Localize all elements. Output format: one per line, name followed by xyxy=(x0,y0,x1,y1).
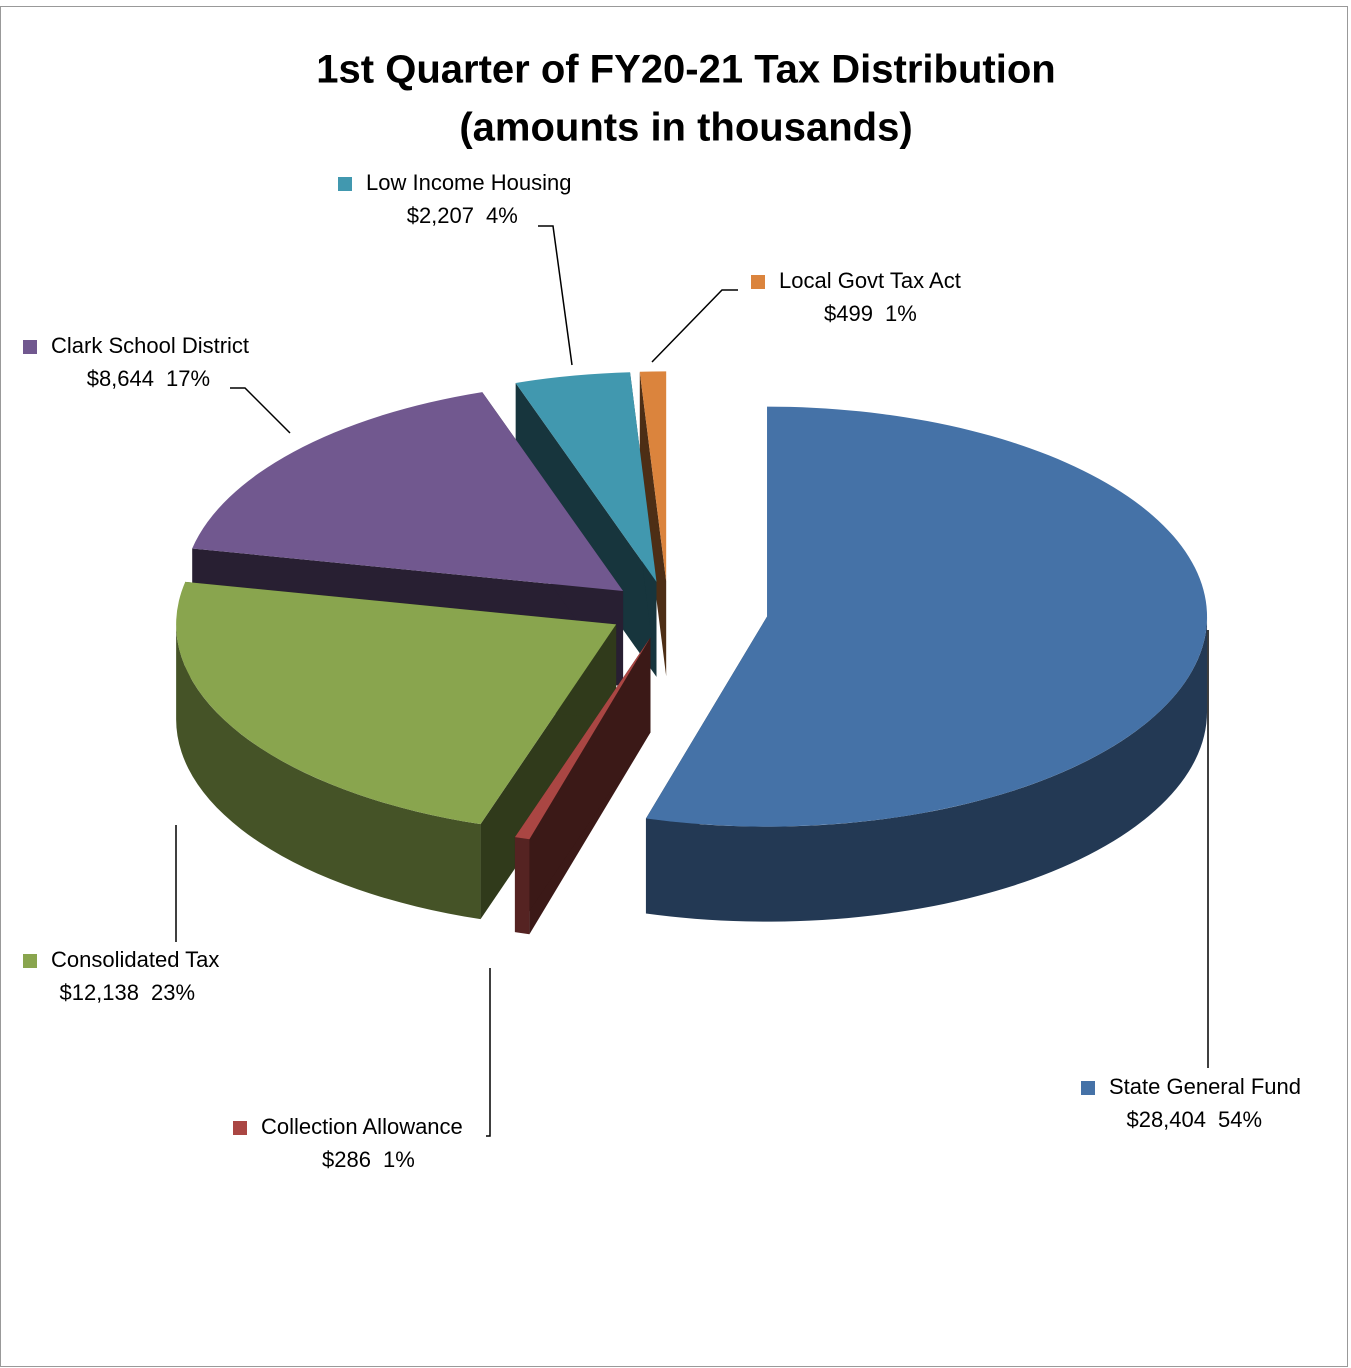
slice xyxy=(514,637,651,840)
slice-rim xyxy=(176,624,481,920)
data-label-percent: 4% xyxy=(486,203,518,228)
chart-title: 1st Quarter of FY20-21 Tax Distribution xyxy=(316,48,1055,92)
slice xyxy=(176,581,617,825)
slice-side xyxy=(639,371,667,677)
leader-line xyxy=(538,225,573,366)
legend-swatch xyxy=(23,954,37,968)
data-label-value: $499 xyxy=(824,301,873,326)
data-label-name: Local Govt Tax Act xyxy=(779,268,961,293)
slice-side xyxy=(514,637,651,933)
data-label-percent: 1% xyxy=(383,1147,415,1172)
data-label-percent: 1% xyxy=(885,301,917,326)
data-label-percent: 17% xyxy=(166,366,210,391)
legend-swatch xyxy=(233,1121,247,1135)
data-label-percent: 54% xyxy=(1218,1107,1262,1132)
slice xyxy=(192,392,624,592)
data-label-name: Low Income Housing xyxy=(366,170,571,195)
slice-rim xyxy=(514,837,530,935)
slice xyxy=(515,372,657,582)
slice-rim xyxy=(645,616,1208,922)
leader-line xyxy=(230,387,291,434)
legend-swatch xyxy=(751,275,765,289)
data-label-percent: 23% xyxy=(151,980,195,1005)
slice xyxy=(639,371,667,582)
leader-line xyxy=(486,968,491,1137)
chart-subtitle: (amounts in thousands) xyxy=(459,106,912,150)
data-label-value: $8,644 xyxy=(87,366,154,391)
data-label-value: $12,138 xyxy=(59,980,139,1005)
slice xyxy=(645,406,1208,827)
leader-line xyxy=(651,289,738,363)
legend-swatch xyxy=(23,340,37,354)
legend-swatch xyxy=(338,177,352,191)
data-label-name: State General Fund xyxy=(1109,1074,1301,1099)
data-label-value: $286 xyxy=(322,1147,371,1172)
legend-swatch xyxy=(1081,1081,1095,1095)
data-label-name: Collection Allowance xyxy=(261,1114,463,1139)
data-label-name: Clark School District xyxy=(51,333,249,358)
pie xyxy=(176,371,1208,935)
data-label-value: $2,207 xyxy=(407,203,474,228)
data-label-name: Consolidated Tax xyxy=(51,947,219,972)
data-label-value: $28,404 xyxy=(1126,1107,1206,1132)
